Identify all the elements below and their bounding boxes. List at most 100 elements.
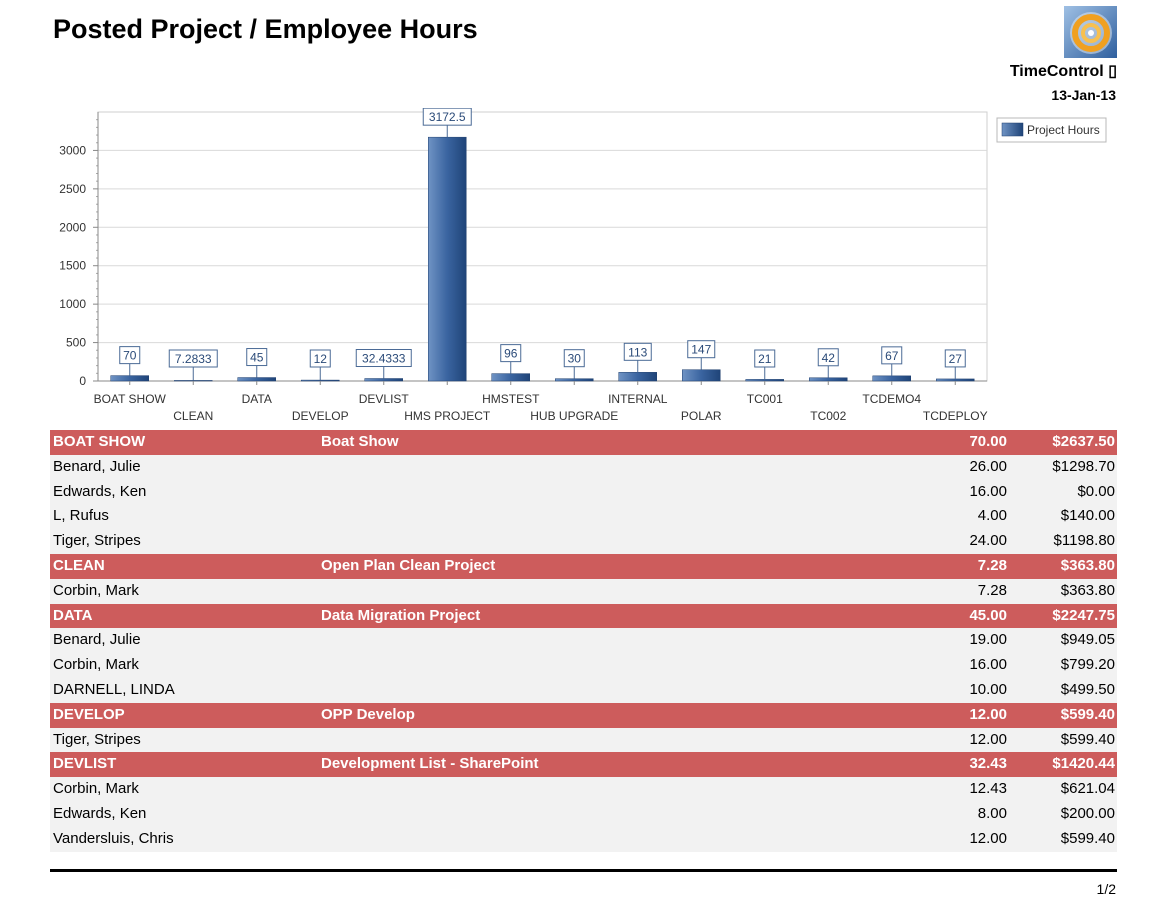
x-tick-label: DEVLIST	[359, 392, 410, 406]
employee-row: Corbin, Mark 7.28 $363.80	[50, 578, 1117, 604]
employee-amount: $621.04	[1060, 780, 1115, 798]
x-tick-label: DATA	[242, 392, 272, 406]
project-hours-chart: 0 500 1000 1500 2000 2500 3000 BOAT SHOW 70 CLEAN…	[59, 108, 1107, 423]
data-label-box	[623, 342, 652, 361]
bar	[872, 375, 911, 382]
legend-swatch	[1001, 122, 1024, 137]
bar	[174, 380, 213, 382]
x-tick-label: TCDEMO4	[862, 392, 921, 406]
employee-hours: 4.00	[977, 507, 1007, 525]
data-label: 32.4333	[362, 352, 406, 366]
employee-hours: 8.00	[977, 804, 1007, 822]
project-hours-table: BOAT SHOW Boat Show 70.00 $2637.50 Benard, J…	[50, 430, 1117, 852]
employee-hours: 16.00	[969, 482, 1007, 500]
x-tick-label: TC001	[747, 392, 783, 406]
project-code: DEVELOP	[53, 705, 125, 723]
employee-row: L, Rufus 4.00 $140.00	[50, 504, 1117, 530]
project-amount: $2247.75	[1052, 606, 1115, 624]
employee-name: Vandersluis, Chris	[53, 829, 174, 847]
data-label: 45	[250, 351, 264, 365]
y-tick-label: 0	[79, 374, 86, 388]
data-label: 70	[123, 349, 137, 363]
data-label-box	[817, 348, 839, 367]
employee-name: Corbin, Mark	[53, 780, 139, 798]
footer-divider	[50, 869, 1117, 872]
employee-hours: 10.00	[969, 680, 1007, 698]
employee-amount: $200.00	[1060, 804, 1115, 822]
project-description: Data Migration Project	[321, 606, 481, 624]
data-label: 67	[885, 349, 899, 363]
y-tick-label: 1000	[59, 297, 86, 311]
y-tick-label: 1500	[59, 259, 86, 273]
bar	[110, 375, 149, 382]
report-title: Posted Project / Employee Hours	[53, 14, 478, 44]
employee-amount: $1298.70	[1052, 457, 1115, 475]
employee-hours: 7.28	[977, 581, 1007, 599]
project-code: DATA	[53, 606, 93, 624]
x-tick-label: CLEAN	[173, 409, 213, 423]
plot-area	[97, 111, 988, 382]
report-date: 13-Jan-13	[1051, 87, 1116, 103]
x-tick-label: HMSTEST	[482, 392, 540, 406]
data-label-box	[754, 349, 776, 368]
data-label: 21	[758, 352, 772, 366]
data-label-box	[355, 349, 412, 368]
data-label-box	[563, 349, 585, 368]
employee-hours: 24.00	[969, 532, 1007, 550]
data-label: 147	[691, 343, 711, 357]
page-number: 1/2	[1096, 881, 1116, 897]
data-label-box	[500, 344, 522, 363]
employee-name: L, Rufus	[53, 507, 109, 525]
data-label: 42	[822, 351, 836, 365]
project-hours: 7.28	[977, 556, 1007, 574]
employee-hours: 12.00	[969, 730, 1007, 748]
data-label-box	[881, 346, 903, 365]
y-tick-label: 3000	[59, 143, 86, 157]
y-tick-label: 500	[66, 336, 86, 350]
employee-name: Tiger, Stripes	[53, 532, 141, 550]
bar	[745, 379, 784, 382]
project-description: Boat Show	[321, 433, 399, 450]
bar	[555, 378, 594, 382]
data-label-box	[168, 349, 218, 368]
employee-name: Tiger, Stripes	[53, 730, 141, 748]
project-row: DEVELOP OPP Develop 12.00 $599.40	[50, 702, 1117, 728]
employee-hours: 12.00	[969, 829, 1007, 847]
x-tick-label: POLAR	[681, 409, 722, 423]
employee-row: Edwards, Ken 16.00 $0.00	[50, 479, 1117, 505]
data-label: 12	[314, 352, 328, 366]
data-label: 3172.5	[429, 110, 466, 124]
project-amount: $599.40	[1060, 705, 1115, 723]
data-label: 96	[504, 347, 518, 361]
x-tick-label: HUB UPGRADE	[530, 409, 618, 423]
employee-amount: $949.05	[1060, 631, 1115, 649]
bar	[682, 369, 721, 382]
bar	[809, 377, 848, 382]
data-label-box	[246, 348, 268, 367]
project-amount: $1420.44	[1052, 755, 1115, 773]
employee-amount: $799.20	[1060, 656, 1115, 674]
employee-name: Edwards, Ken	[53, 482, 147, 500]
project-hours: 45.00	[969, 606, 1007, 624]
employee-hours: 26.00	[969, 457, 1007, 475]
project-row: DATA Data Migration Project 45.00 $2247.75	[50, 603, 1117, 629]
employee-row: Corbin, Mark 12.43 $621.04	[50, 777, 1117, 802]
employee-amount: $1198.80	[1053, 532, 1115, 550]
data-label-box	[944, 349, 966, 368]
project-hours: 32.43	[969, 755, 1007, 773]
project-hours: 12.00	[969, 705, 1007, 723]
data-label-box	[687, 340, 716, 359]
project-code: DEVLIST	[53, 755, 117, 773]
project-description: OPP Develop	[321, 705, 415, 723]
bar	[936, 378, 975, 382]
employee-amount: $0.00	[1077, 482, 1115, 500]
employee-name: Edwards, Ken	[53, 804, 147, 822]
employee-amount: $599.40	[1060, 730, 1115, 748]
employee-name: Corbin, Mark	[53, 656, 139, 674]
employee-amount: $499.50	[1060, 680, 1115, 698]
project-row: BOAT SHOW Boat Show 70.00 $2637.50	[50, 430, 1117, 455]
data-label: 7.2833	[175, 352, 212, 366]
project-amount: $363.80	[1060, 556, 1115, 574]
project-row: CLEAN Open Plan Clean Project 7.28 $363.80	[50, 553, 1117, 579]
y-tick-label: 2000	[59, 220, 86, 234]
